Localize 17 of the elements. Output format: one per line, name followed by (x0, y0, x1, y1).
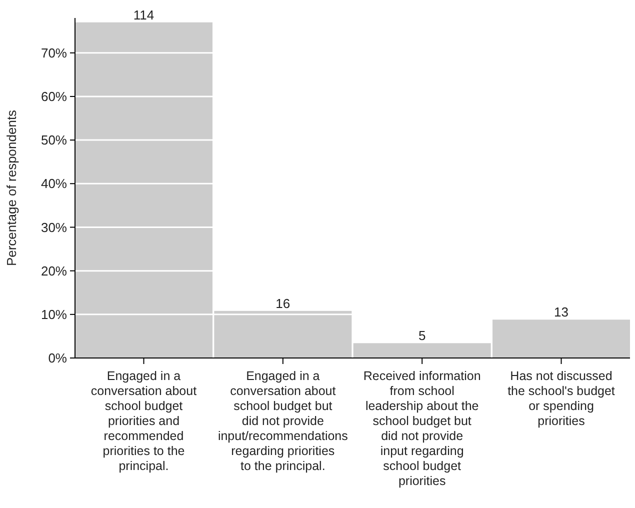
x-tick-label: Engaged in a conversation about school budget priorities and recommended priorities to the principal. (90, 369, 198, 473)
x-tick-label: Received information from school leadership about the school budget but did not provide input regarding school budget priorities (363, 369, 481, 488)
y-tick-label: 50% (40, 132, 68, 148)
x-tick-label: Engaged in a conversation about school budget but did not provide input/recommendations regarding priorities to the principal. (218, 369, 348, 473)
annotation: 16 (276, 296, 290, 311)
y-tick-label: 40% (40, 176, 68, 192)
annotation: 13 (554, 304, 568, 320)
y-tick-label: 20% (40, 263, 68, 278)
y-tick-label: 30% (40, 220, 68, 235)
y-tick-label: 0% (48, 350, 68, 366)
y-tick-label: 60% (40, 89, 68, 104)
annotation: 5 (418, 328, 426, 344)
y-tick-label: 70% (40, 45, 68, 60)
annotation: 114 (133, 7, 154, 22)
y-tick-label: 10% (40, 306, 68, 322)
x-tick-label: Has not discussed the school's budget or spending priorities (508, 369, 616, 428)
y-axis-title: Percentage of respondents (4, 109, 19, 266)
